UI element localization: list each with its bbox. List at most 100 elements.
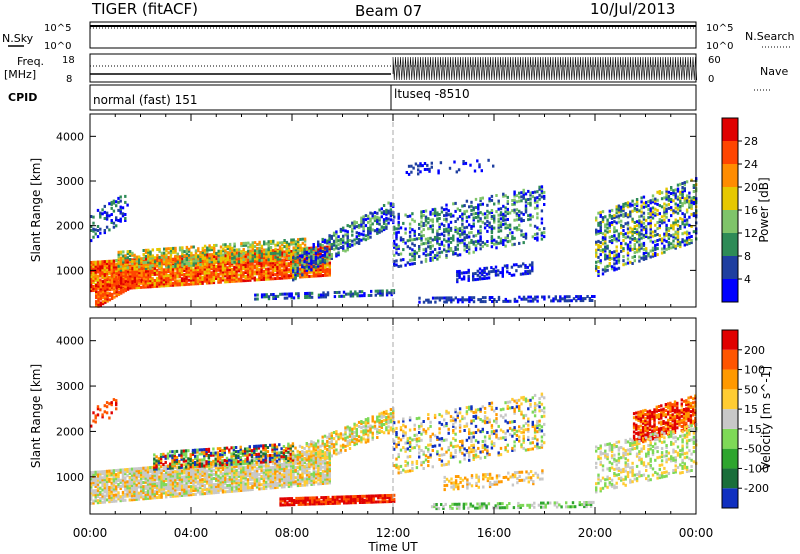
power-cell xyxy=(615,229,618,233)
velocity-cell xyxy=(169,495,172,498)
power-cell xyxy=(274,263,277,267)
velocity-cell xyxy=(115,495,118,499)
power-cell xyxy=(190,278,193,282)
power-cell xyxy=(522,194,525,198)
velocity-cell xyxy=(99,498,102,502)
power-cell xyxy=(228,276,231,280)
power-cell xyxy=(427,239,430,243)
power-cell xyxy=(395,247,398,251)
power-cell xyxy=(420,234,423,238)
velocity-cell xyxy=(130,496,134,500)
power-cell xyxy=(323,258,327,262)
power-cell xyxy=(486,240,489,243)
power-cell xyxy=(610,239,614,242)
power-cell xyxy=(665,193,668,197)
power-cell xyxy=(649,249,652,253)
power-cell xyxy=(499,217,503,221)
power-cell xyxy=(110,263,113,267)
power-cell xyxy=(153,270,156,274)
power-cell xyxy=(688,191,691,195)
power-cell xyxy=(387,221,390,225)
power-cell xyxy=(124,280,127,284)
power-cell xyxy=(440,250,444,254)
power-cell xyxy=(663,196,666,200)
power-cell xyxy=(167,255,170,259)
power-cell xyxy=(554,295,557,299)
power-cell xyxy=(324,263,327,267)
power-cell xyxy=(414,162,418,166)
power-cell xyxy=(290,266,293,269)
power-cell xyxy=(142,253,145,256)
power-cell xyxy=(156,262,159,266)
velocity-cell xyxy=(146,480,150,484)
velocity-cell xyxy=(92,493,95,497)
power-cell xyxy=(441,296,444,300)
power-cell xyxy=(454,201,457,205)
power-cell xyxy=(224,249,227,253)
power-cell xyxy=(324,269,327,273)
power-cell xyxy=(276,268,279,272)
power-cell xyxy=(185,268,188,272)
power-cell xyxy=(117,259,120,263)
velocity-cell xyxy=(201,471,204,475)
velocity-cell xyxy=(178,467,181,471)
power-cell xyxy=(672,245,675,249)
power-cell xyxy=(240,273,243,277)
power-cell xyxy=(249,257,252,261)
power-cell xyxy=(651,206,655,210)
power-cell xyxy=(604,215,607,219)
velocity-cell xyxy=(105,471,109,475)
power-cell xyxy=(379,293,382,297)
power-cell xyxy=(149,254,152,258)
power-cell xyxy=(271,263,275,267)
velocity-cell xyxy=(144,474,147,478)
power-cell xyxy=(244,267,247,270)
velocity-cell xyxy=(142,466,145,470)
power-cell xyxy=(247,241,250,245)
power-cell xyxy=(301,253,304,257)
power-cell xyxy=(422,210,425,213)
power-cell xyxy=(226,274,229,278)
velocity-cell xyxy=(183,491,186,495)
power-cell xyxy=(420,216,423,220)
power-cell xyxy=(240,242,243,246)
power-cell xyxy=(411,228,414,232)
power-cell xyxy=(436,251,439,255)
power-cell xyxy=(255,262,259,266)
velocity-cell xyxy=(140,479,143,483)
power-cell xyxy=(624,262,627,266)
velocity-cell xyxy=(151,492,154,496)
power-cell xyxy=(158,258,161,262)
power-cell xyxy=(260,274,263,277)
power-cell xyxy=(461,296,464,300)
power-cell xyxy=(420,238,423,242)
velocity-cell xyxy=(169,468,172,472)
power-cell xyxy=(129,280,132,284)
power-cell xyxy=(212,281,216,285)
power-cell xyxy=(348,245,352,248)
power-cell xyxy=(654,207,657,211)
power-cell xyxy=(188,249,191,253)
velocity-cell xyxy=(199,486,202,490)
power-cell xyxy=(399,252,403,256)
power-cell xyxy=(470,208,473,212)
power-cell xyxy=(119,211,122,215)
velocity-cell xyxy=(121,468,125,472)
power-cell xyxy=(178,246,182,250)
velocity-cell xyxy=(203,471,206,475)
power-cell xyxy=(431,208,434,212)
velocity-cell xyxy=(205,481,209,485)
power-cell xyxy=(212,265,216,268)
power-cell xyxy=(280,270,284,274)
power-cell xyxy=(290,256,293,260)
power-cell xyxy=(490,245,494,249)
power-cell xyxy=(90,225,93,228)
power-cell xyxy=(595,240,598,244)
power-cell xyxy=(285,296,289,300)
power-cell xyxy=(681,222,684,226)
power-cell xyxy=(133,286,136,290)
power-cell xyxy=(233,256,236,260)
power-cell xyxy=(367,214,370,218)
power-cell xyxy=(463,212,466,216)
